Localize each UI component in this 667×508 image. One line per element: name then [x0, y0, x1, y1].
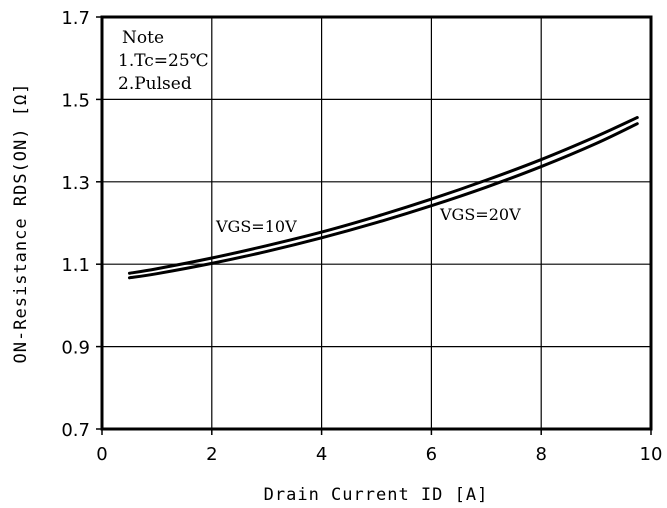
x-axis-label: Drain Current ID [A]	[264, 485, 489, 505]
series-label-vgs10: VGS=10V	[215, 217, 297, 236]
note-title: Note	[122, 28, 164, 48]
curves	[127, 116, 639, 280]
y-tick-label: 1.7	[61, 8, 90, 29]
x-tick-label: 0	[96, 444, 107, 465]
y-tick-label: 0.9	[61, 338, 90, 359]
note-line2: 2.Pulsed	[118, 74, 192, 94]
y-axis-label: ON-Resistance RDS(ON) [Ω]	[11, 83, 31, 364]
ticks: 0 2 4 6 8 10 0.7 0.9 1.1 1.3 1.5 1.7	[61, 8, 662, 465]
y-tick-label: 1.1	[61, 255, 90, 276]
y-tick-label: 1.5	[61, 90, 90, 111]
y-tick-label: 0.7	[61, 420, 90, 441]
note-line1: 1.Tc=25℃	[118, 51, 209, 71]
series-label-vgs20: VGS=20V	[439, 205, 521, 224]
grid	[102, 17, 651, 429]
series-line-vgs20	[127, 122, 639, 280]
y-tick-label: 1.3	[61, 173, 90, 194]
x-tick-label: 10	[640, 444, 663, 465]
x-tick-label: 4	[316, 444, 327, 465]
note-annotation: Note 1.Tc=25℃ 2.Pulsed	[118, 28, 209, 94]
x-tick-label: 8	[535, 444, 546, 465]
x-tick-label: 6	[426, 444, 437, 465]
plot-frame	[100, 15, 653, 431]
series-line-vgs10	[127, 116, 639, 275]
x-tick-label: 2	[206, 444, 217, 465]
